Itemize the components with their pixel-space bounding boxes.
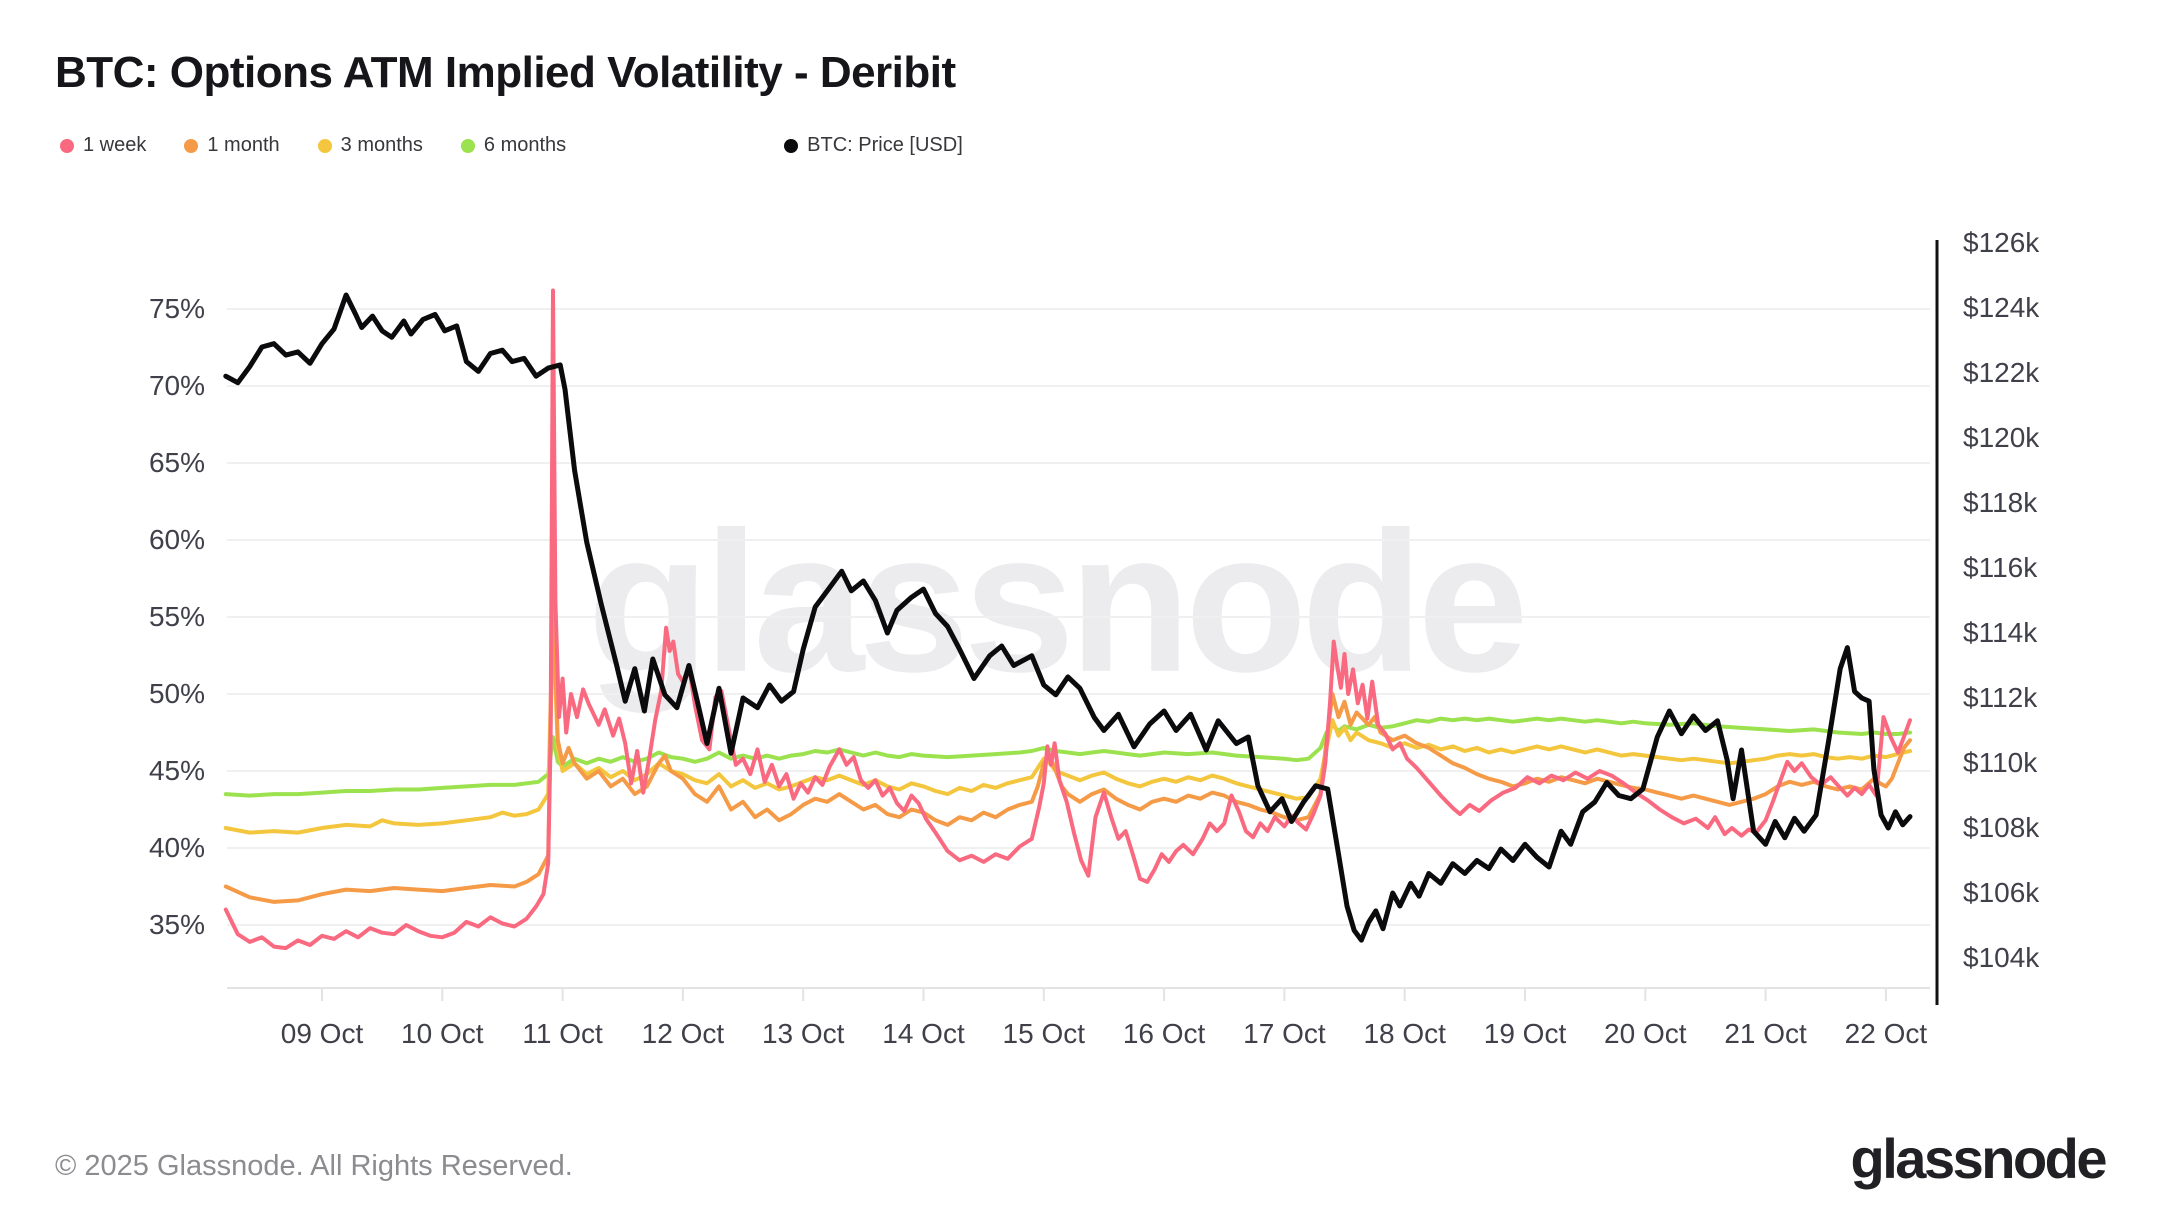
left-axis-tick-label: 75% — [148, 293, 205, 324]
series-line-1-month — [223, 591, 1912, 904]
legend-dot-icon — [60, 138, 74, 153]
right-axis-tick-label: $108k — [1963, 812, 2040, 843]
legend-item-6-months[interactable]: 6 months — [460, 134, 567, 157]
legend-item-1-month[interactable]: 1 month — [184, 134, 280, 157]
legend-item-label: 1 week — [83, 134, 147, 156]
copyright-text: © 2025 Glassnode. All Rights Reserved. — [55, 1150, 573, 1182]
x-axis-date-label: 15 Oct — [1002, 1018, 1086, 1049]
x-axis-date-label: 11 Oct — [522, 1018, 603, 1049]
right-axis-tick-label: $106k — [1963, 877, 2040, 908]
legend-item-3-months[interactable]: 3 months — [317, 134, 423, 157]
x-axis-date-label: 22 Oct — [1844, 1018, 1928, 1049]
right-axis-tick-label: $122k — [1963, 357, 2040, 388]
x-axis-date-label: 10 Oct — [401, 1018, 484, 1049]
legend-dot-icon — [317, 138, 332, 153]
legend-dot-icon — [460, 138, 475, 153]
x-axis-date-label: 09 Oct — [280, 1018, 364, 1049]
series-line-1-week — [223, 288, 1912, 951]
x-axis-date-label: 20 Oct — [1604, 1018, 1687, 1049]
legend-dot-icon — [184, 138, 199, 153]
x-axis-date-label: 14 Oct — [882, 1018, 965, 1049]
legend-item-1-week[interactable]: 1 week — [60, 134, 146, 157]
right-axis-tick-label: $110k — [1963, 747, 2038, 778]
legend-item-label: 1 month — [207, 134, 280, 156]
left-axis-tick-label: 45% — [148, 755, 205, 786]
series-line-6-months — [223, 716, 1912, 798]
x-axis-date-label: 17 Oct — [1243, 1018, 1326, 1049]
x-axis-date-label: 18 Oct — [1363, 1018, 1446, 1049]
legend-item-label: 3 months — [340, 134, 423, 156]
left-axis-tick-label: 40% — [148, 832, 205, 863]
left-axis-tick-label: 35% — [148, 909, 205, 940]
right-axis-tick-label: $104k — [1963, 942, 2040, 973]
legend-item-label: BTC: Price [USD] — [807, 134, 963, 156]
left-axis-tick-label: 50% — [148, 678, 205, 709]
right-axis-tick-label: $126k — [1963, 227, 2040, 258]
left-axis-tick-label: 60% — [148, 524, 205, 555]
x-axis-date-label: 13 Oct — [761, 1018, 845, 1049]
x-axis-date-label: 16 Oct — [1122, 1018, 1206, 1049]
right-axis-tick-label: $112k — [1963, 682, 2038, 713]
right-axis-tick-label: $120k — [1963, 422, 2040, 453]
page-title: BTC: Options ATM Implied Volatility - De… — [55, 48, 956, 97]
legend-dot-icon — [784, 138, 799, 153]
legend-item-label: 6 months — [483, 134, 567, 156]
series-line-btc-price-usd- — [223, 292, 1913, 943]
right-axis-tick-label: $116k — [1963, 552, 2038, 583]
right-axis-tick-label: $118k — [1963, 487, 2038, 518]
x-axis-date-label: 19 Oct — [1483, 1018, 1567, 1049]
left-axis-tick-label: 55% — [148, 601, 205, 632]
legend: 1 week 1 month 3 months 6 months BTC: Price … — [60, 134, 1001, 157]
x-axis-date-label: 12 Oct — [641, 1018, 725, 1049]
legend-item-btc-price-usd-[interactable]: BTC: Price [USD] — [784, 134, 963, 157]
left-axis-tick-label: 65% — [148, 447, 205, 478]
glassnode-logo: glassnode — [1850, 1127, 2108, 1190]
right-axis-tick-label: $124k — [1963, 292, 2040, 323]
x-axis-date-label: 21 Oct — [1724, 1018, 1807, 1049]
right-axis-tick-label: $114k — [1963, 617, 2038, 648]
left-axis-tick-label: 70% — [148, 370, 205, 401]
series-line-3-months — [223, 615, 1912, 835]
